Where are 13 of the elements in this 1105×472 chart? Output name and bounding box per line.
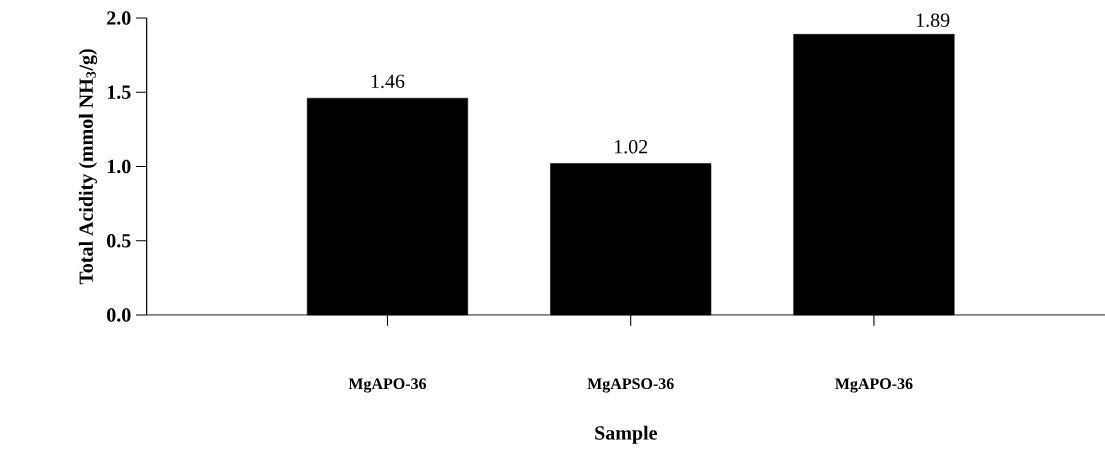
data-label: 1.89 [916, 13, 950, 27]
data-label: 1.46 [371, 74, 405, 89]
x-axis-title: Sample [595, 425, 657, 444]
data-label: 1.02 [614, 139, 648, 154]
y-tick-label: 2.0 [107, 11, 131, 25]
x-tick-label: MgAPSO-36 [587, 378, 674, 393]
x-tick-label: MgAPO-36 [835, 378, 913, 393]
y-axis-title: Total Acidity (mmol NH$_{3}$/g) [78, 49, 98, 285]
y-tick-label: 1.0 [107, 159, 131, 174]
y-tick-label: 0.5 [107, 233, 131, 248]
x-tick-label: MgAPO-36 [348, 378, 427, 393]
y-tick-label: 0.0 [107, 308, 131, 322]
y-tick-label: 1.5 [107, 85, 131, 99]
